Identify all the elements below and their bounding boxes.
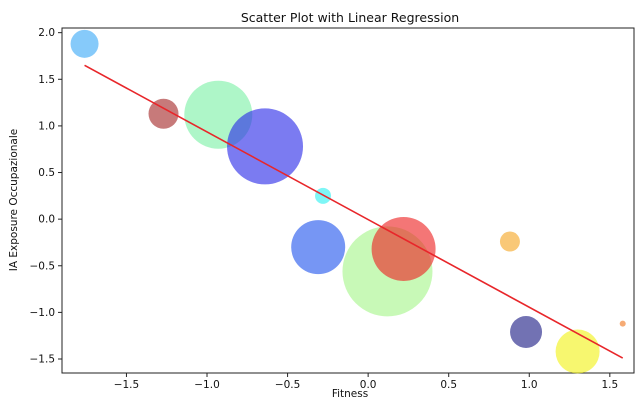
y-tick-label-2: −1.0 xyxy=(30,307,56,319)
x-tick-label-6: 1.0 xyxy=(521,379,538,391)
scatter-point-2 xyxy=(148,98,179,129)
x-axis-label: Fitness xyxy=(332,388,368,400)
y-tick-label-7: 1.5 xyxy=(38,74,55,86)
scatter-point-8 xyxy=(371,216,436,281)
chart-title: Scatter Plot with Linear Regression xyxy=(241,10,459,25)
y-tick-label-3: −0.5 xyxy=(30,260,56,272)
y-tick-label-6: 1.0 xyxy=(38,120,55,132)
scatter-point-11 xyxy=(555,329,600,374)
scatter-point-12 xyxy=(619,320,626,327)
plot-frame xyxy=(61,27,635,374)
x-tick-label-2: −1.0 xyxy=(194,379,220,391)
y-tick-label-1: −1.5 xyxy=(30,354,56,366)
x-axis: −1.5 −1.0 −0.5 0.0 0.5 1.0 1.5 xyxy=(114,373,618,391)
x-tick-label-5: 0.5 xyxy=(440,379,457,391)
scatter-point-4 xyxy=(227,108,304,185)
regression-layer xyxy=(84,64,624,359)
points-layer xyxy=(70,29,626,374)
scatter-point-6 xyxy=(291,220,346,275)
y-axis-label: IA Exposure Occupazionale xyxy=(8,129,20,271)
scatter-point-1 xyxy=(70,29,99,58)
regression-line xyxy=(84,64,624,359)
x-tick-label-4: 0.0 xyxy=(360,379,377,391)
y-tick-label-8: 2.0 xyxy=(38,27,55,39)
x-tick-label-7: 1.5 xyxy=(601,379,618,391)
y-tick-label-5: 0.5 xyxy=(38,167,55,179)
x-tick-label-3: −0.5 xyxy=(275,379,301,391)
y-axis: −1.5 −1.0 −0.5 0.0 0.5 1.0 1.5 2.0 xyxy=(30,27,62,366)
y-tick-label-4: 0.0 xyxy=(38,214,55,226)
x-tick-label-1: −1.5 xyxy=(114,379,140,391)
scatter-point-9 xyxy=(499,231,520,252)
scatter-point-10 xyxy=(510,315,543,348)
